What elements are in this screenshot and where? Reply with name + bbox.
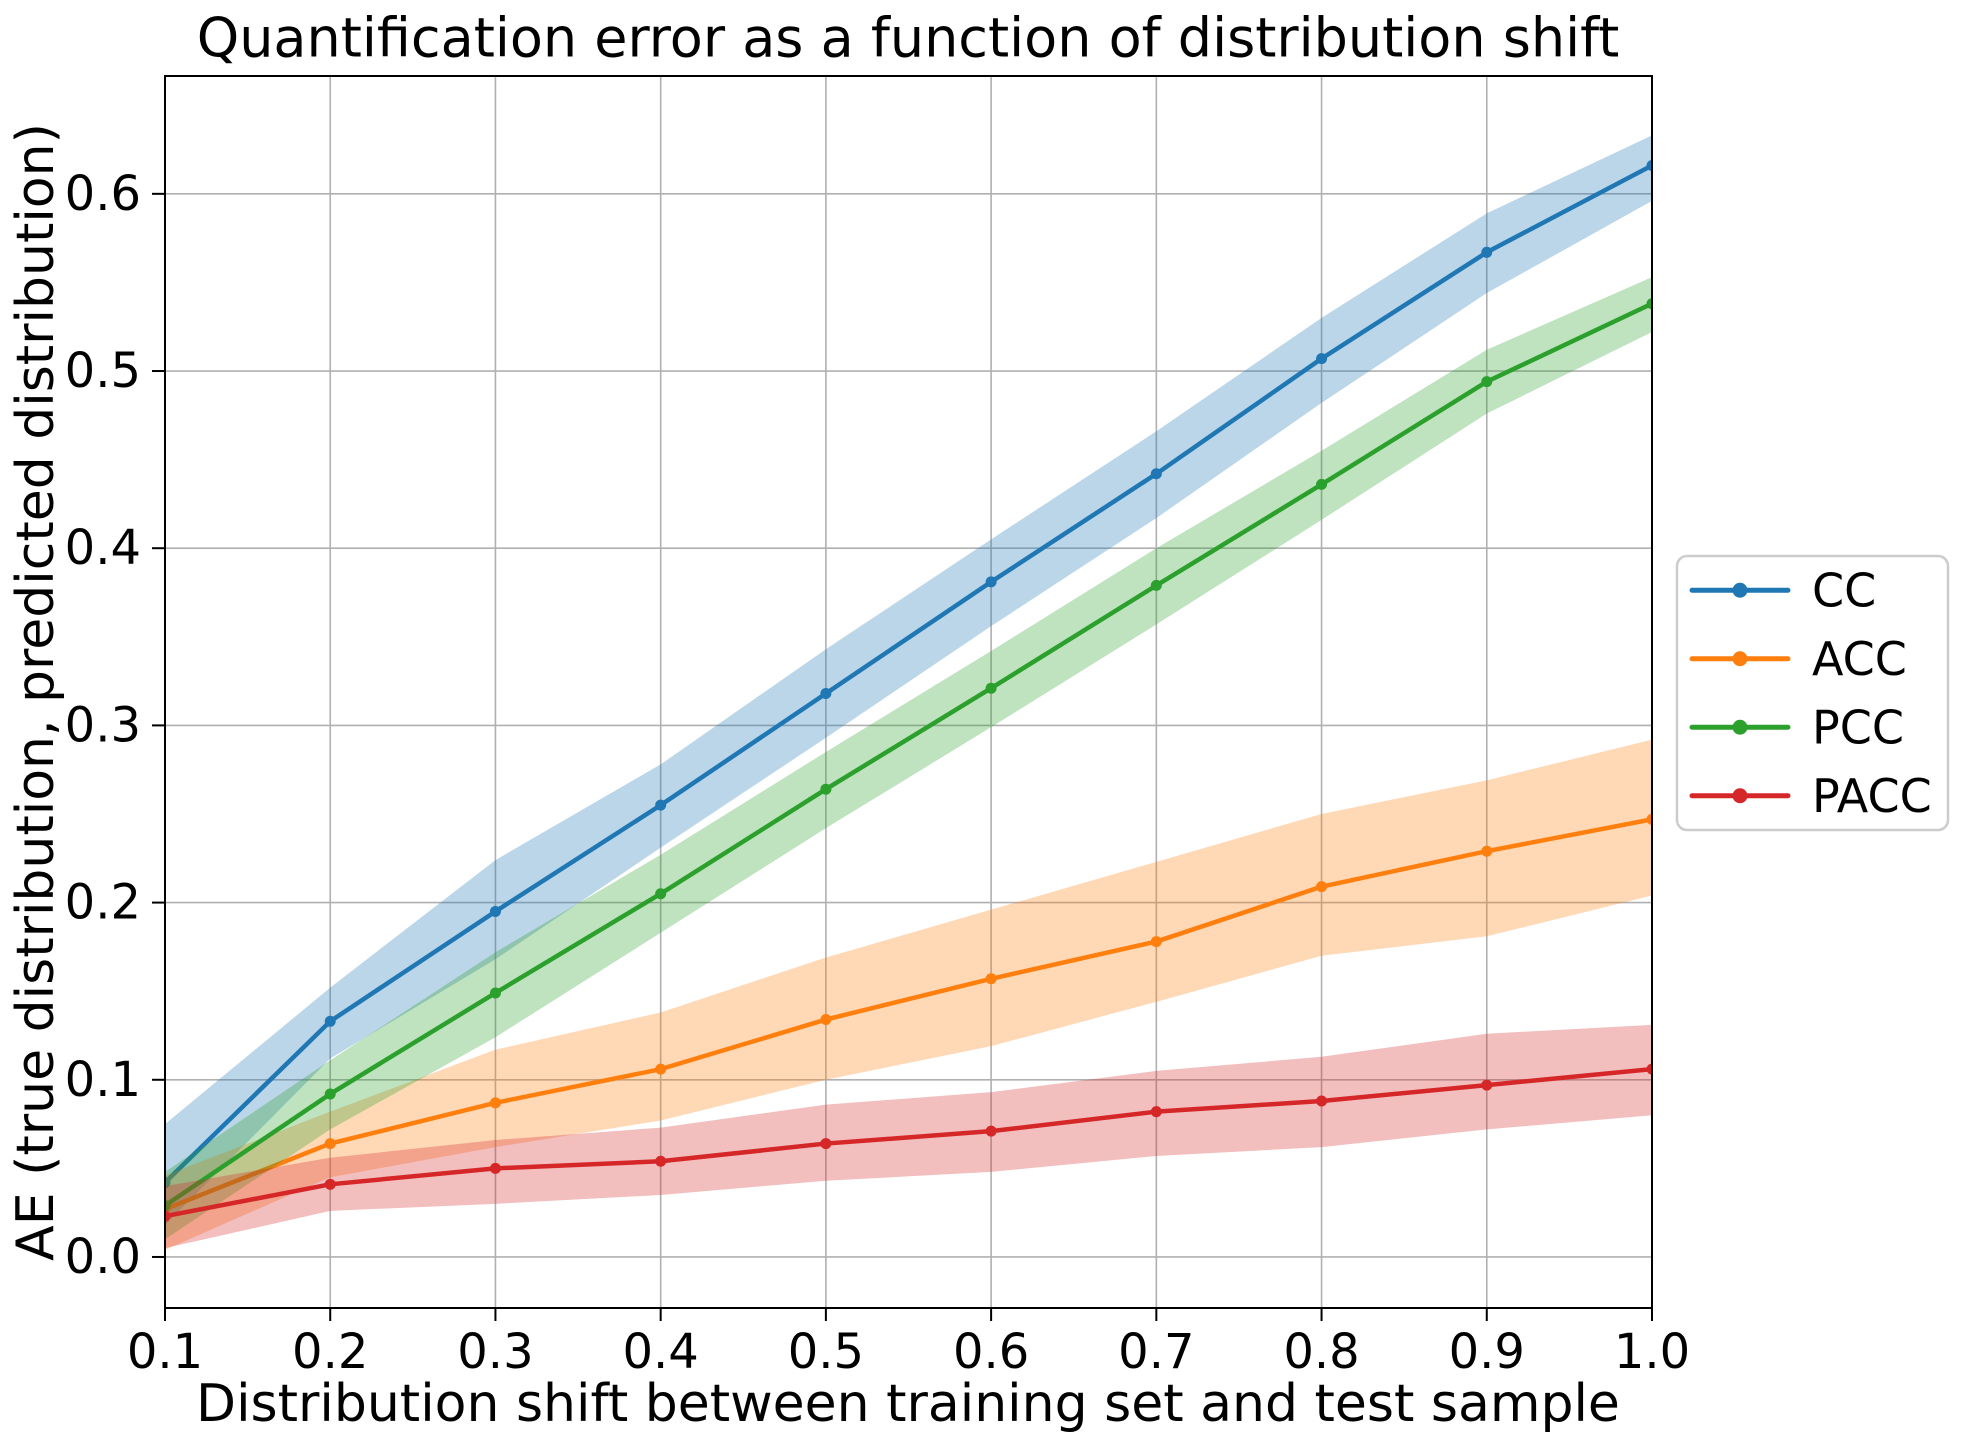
tick-layer: 0.1 0.2 0.3 0.4 0.5 0.6 0.7 0.8 0.9 1.0 0.0 0.1 0.2 0… (65, 166, 1691, 1380)
data-point-acc (985, 973, 997, 985)
y-tick-label: 0.5 (65, 343, 141, 399)
data-point-cc (985, 576, 997, 588)
y-tick-label: 0.4 (65, 520, 141, 576)
data-point-acc (655, 1063, 667, 1075)
x-tick-label: 1.0 (1614, 1324, 1690, 1380)
data-point-acc (1646, 813, 1652, 825)
y-tick-label: 0.3 (65, 697, 141, 753)
data-point-pcc (820, 783, 832, 795)
y-tick-label: 0.6 (65, 166, 141, 222)
data-point-cc (165, 1177, 171, 1189)
data-point-pacc (1646, 1063, 1652, 1075)
y-axis-label: AE (true distribution, predicted distrib… (6, 123, 66, 1261)
data-point-pcc (489, 987, 501, 999)
data-point-pacc (165, 1210, 171, 1222)
data-point-cc (489, 905, 501, 917)
legend-label-acc: ACC (1812, 632, 1907, 686)
confidence-band-pcc (165, 277, 1652, 1240)
x-tick-label: 0.7 (1118, 1324, 1194, 1380)
x-tick-label: 0.8 (1283, 1324, 1359, 1380)
data-point-pacc (655, 1155, 667, 1167)
data-point-pcc (1316, 478, 1328, 490)
data-point-acc (489, 1097, 501, 1109)
data-point-cc (1646, 159, 1652, 171)
data-point-pcc (655, 888, 667, 900)
data-point-pacc (489, 1162, 501, 1174)
data-point-pacc (820, 1138, 832, 1150)
legend-marker-acc (1732, 651, 1748, 667)
data-point-cc (1150, 468, 1162, 480)
x-tick-label: 0.1 (127, 1324, 203, 1380)
legend-label-pacc: PACC (1812, 769, 1932, 823)
chart-title: Quantification error as a function of di… (197, 7, 1620, 70)
data-point-cc (324, 1015, 336, 1027)
data-point-pcc (1646, 298, 1652, 310)
data-point-acc (1316, 881, 1328, 893)
x-tick-label: 0.6 (953, 1324, 1029, 1380)
x-tick-label: 0.5 (788, 1324, 864, 1380)
y-tick-label: 0.2 (65, 875, 141, 931)
data-point-pcc (1150, 579, 1162, 591)
data-point-pcc (985, 682, 997, 694)
axes-layer (164, 75, 1653, 1309)
x-tick-label: 0.2 (292, 1324, 368, 1380)
legend: CC ACC PCC PACC (1675, 554, 1950, 832)
series-line-acc (165, 817, 1652, 1212)
series-layer (165, 135, 1652, 1250)
x-tick-label: 0.3 (457, 1324, 533, 1380)
confidence-band-acc (165, 739, 1652, 1250)
y-tick-label: 0.1 (65, 1052, 141, 1108)
data-point-pacc (1316, 1095, 1328, 1107)
confidence-band-cc (165, 135, 1652, 1226)
data-point-acc (1481, 845, 1493, 857)
legend-label-pcc: PCC (1812, 700, 1904, 754)
data-point-cc (820, 688, 832, 700)
x-tick-label: 0.4 (622, 1324, 698, 1380)
legend-marker-cc (1732, 582, 1748, 598)
data-point-acc (820, 1014, 832, 1026)
data-point-acc (1150, 936, 1162, 948)
series-line-cc (165, 163, 1652, 1185)
data-point-cc (1481, 246, 1493, 258)
data-point-pacc (324, 1178, 336, 1190)
data-point-pcc (324, 1088, 336, 1100)
series-line-pacc (165, 1066, 1652, 1219)
data-point-pacc (1481, 1079, 1493, 1091)
legend-label-cc: CC (1812, 563, 1876, 617)
data-point-pacc (1150, 1106, 1162, 1118)
legend-marker-pacc (1732, 788, 1748, 804)
plot-border (164, 75, 1653, 1309)
data-point-cc (1316, 353, 1328, 365)
y-tick-label: 0.0 (65, 1229, 141, 1285)
series-line-pcc (165, 301, 1652, 1208)
legend-marker-pcc (1732, 719, 1748, 735)
x-axis-label: Distribution shift between training set … (196, 1374, 1620, 1434)
data-point-acc (324, 1138, 336, 1150)
data-point-pcc (165, 1200, 171, 1212)
data-point-pcc (1481, 376, 1493, 388)
data-point-pacc (985, 1125, 997, 1137)
x-tick-label: 0.9 (1449, 1324, 1525, 1380)
legend-box (1675, 554, 1950, 832)
data-point-cc (655, 799, 667, 811)
